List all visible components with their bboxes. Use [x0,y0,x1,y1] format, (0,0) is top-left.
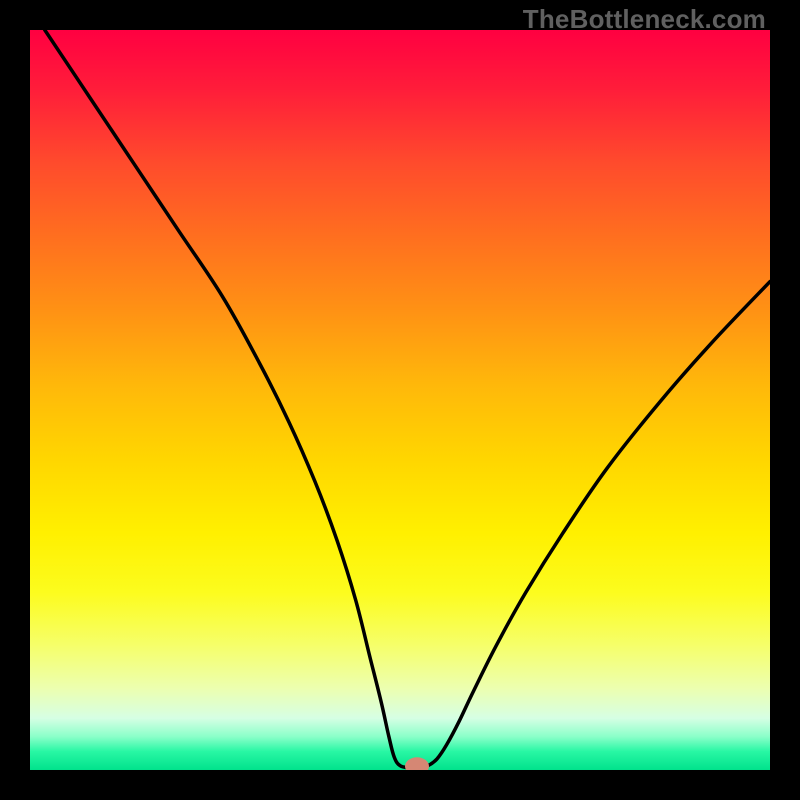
plot-area [30,30,770,770]
optimum-marker [405,757,429,770]
curve-layer [30,30,770,770]
bottleneck-curve [45,30,770,768]
chart-frame: TheBottleneck.com [0,0,800,800]
